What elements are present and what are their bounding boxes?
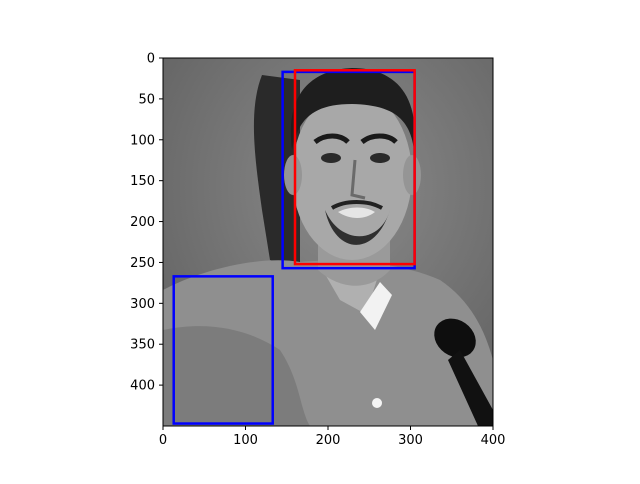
x-tick-label: 200 (316, 433, 341, 448)
face (292, 90, 412, 260)
bounding-boxes (172, 69, 416, 425)
y-tick-label: 400 (130, 379, 155, 394)
x-tick-label: 100 (233, 433, 258, 448)
blue-box-shoulder (172, 275, 274, 425)
x-axis: 0 100 200 300 400 (159, 426, 506, 448)
y-tick-label: 0 (147, 52, 155, 67)
y-tick-label: 150 (130, 174, 155, 189)
microphone (434, 318, 493, 426)
y-tick-label: 50 (138, 92, 155, 107)
portrait-photo (163, 58, 493, 426)
hair (290, 68, 415, 150)
y-tick-label: 200 (130, 215, 155, 230)
red-box-face (293, 69, 416, 266)
x-tick-label: 300 (398, 433, 423, 448)
x-tick-label: 0 (159, 433, 167, 448)
y-tick-label: 350 (130, 338, 155, 353)
y-tick-label: 250 (130, 256, 155, 271)
y-tick-label: 100 (130, 133, 155, 148)
x-tick-label: 400 (481, 433, 506, 448)
y-tick-label: 300 (130, 297, 155, 312)
y-axis: 0 50 100 150 200 250 300 350 400 (130, 52, 163, 394)
